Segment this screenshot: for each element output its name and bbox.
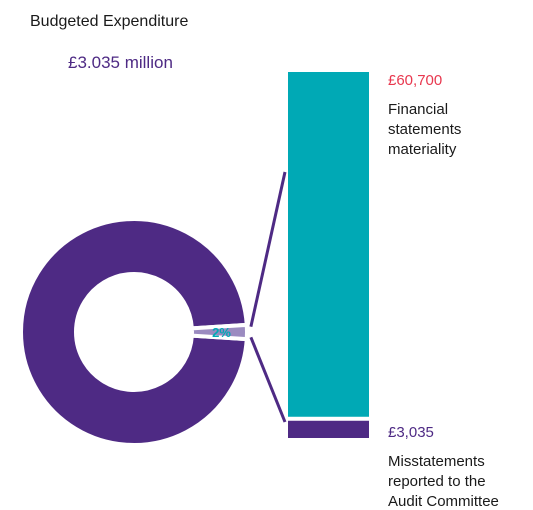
donut-slice-label: 2%: [212, 325, 231, 340]
materiality-label-line: Financial: [388, 101, 448, 118]
misstatements-label-line: reported to the: [388, 473, 486, 490]
connector-line-top: [249, 171, 287, 328]
misstatements-value: £3,035: [388, 424, 434, 441]
stacked-bar: [288, 72, 369, 438]
donut-slice-0: [19, 217, 249, 447]
chart-title: Budgeted Expenditure: [30, 13, 188, 30]
misstatements-label-line: Misstatements: [388, 453, 485, 470]
materiality-label-line: statements: [388, 121, 461, 138]
bar-segment-materiality: [288, 72, 369, 417]
materiality-label-line: materiality: [388, 141, 457, 158]
misstatements-label-line: Audit Committee: [388, 493, 499, 510]
bar-labels: £60,700 Financial statements materiality £3,…: [388, 72, 499, 510]
bar-segment-misstatements: [288, 420, 369, 438]
connector-line-bottom: [249, 336, 287, 423]
donut-chart: 2%: [19, 217, 249, 447]
connector-lines: [249, 171, 287, 423]
donut-slice-1: [189, 322, 249, 342]
total-budget-label: £3.035 million: [68, 53, 173, 72]
materiality-value: £60,700: [388, 72, 442, 89]
